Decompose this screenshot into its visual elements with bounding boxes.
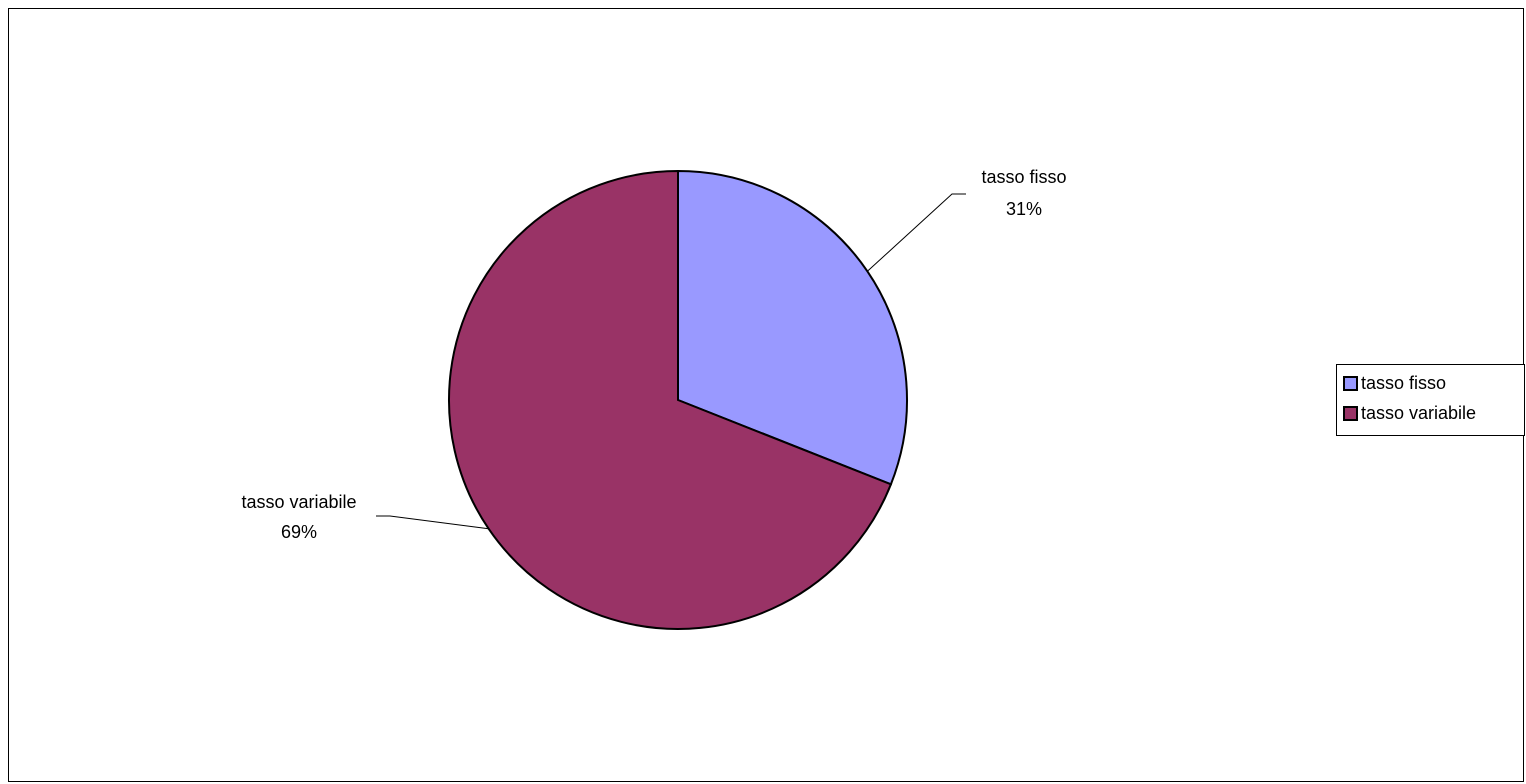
data-label-category-1: tasso variabile bbox=[241, 492, 356, 512]
leader-line-0 bbox=[867, 193, 966, 272]
pie-slices bbox=[448, 169, 908, 630]
chart-legend: tasso fisso tasso variabile bbox=[1336, 364, 1525, 436]
legend-swatch-0 bbox=[1343, 375, 1358, 391]
legend-label-1: tasso variabile bbox=[1361, 402, 1477, 423]
leader-line-1 bbox=[376, 515, 489, 530]
data-label-category-0: tasso fisso bbox=[981, 167, 1066, 187]
legend-label-0: tasso fisso bbox=[1361, 372, 1447, 393]
data-label-value-0: 31% bbox=[1006, 199, 1042, 219]
legend-swatch-1 bbox=[1343, 405, 1358, 421]
leader-lines bbox=[376, 193, 966, 530]
legend-entry-0: tasso fisso bbox=[1343, 372, 1446, 394]
data-label-value-1: 69% bbox=[281, 522, 317, 542]
data-labels: tasso fisso 31% tasso variabile 69% bbox=[241, 167, 1066, 542]
pie-slice-1 bbox=[448, 169, 893, 630]
legend-entry-1: tasso variabile bbox=[1343, 402, 1476, 424]
